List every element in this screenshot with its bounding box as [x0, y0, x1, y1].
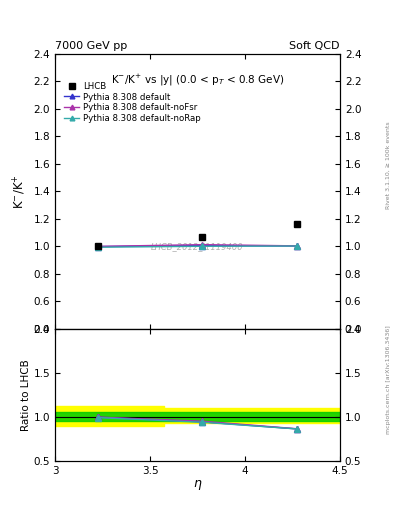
Bar: [55, 412, 340, 421]
LHCB: [200, 233, 205, 240]
LHCB: [95, 243, 100, 249]
Pythia 8.308 default-noRap: [295, 243, 299, 249]
Line: Pythia 8.308 default-noFsr: Pythia 8.308 default-noFsr: [95, 242, 300, 249]
X-axis label: $\eta$: $\eta$: [193, 478, 202, 493]
Pythia 8.308 default-noRap: [200, 243, 205, 249]
Pythia 8.308 default-noFsr: [200, 242, 205, 248]
Line: Pythia 8.308 default: Pythia 8.308 default: [95, 243, 300, 249]
Pythia 8.308 default: [200, 243, 205, 249]
Line: LHCB: LHCB: [94, 220, 301, 249]
Text: 7000 GeV pp: 7000 GeV pp: [55, 41, 127, 51]
Pythia 8.308 default-noFsr: [295, 243, 299, 249]
LHCB: [295, 221, 299, 227]
Text: LHCB_2012_I1119400: LHCB_2012_I1119400: [151, 242, 244, 251]
Pythia 8.308 default: [95, 244, 100, 250]
Text: K$^{-}$/K$^{+}$ vs |y| (0.0 < p$_{T}$ < 0.8 GeV): K$^{-}$/K$^{+}$ vs |y| (0.0 < p$_{T}$ < …: [111, 73, 284, 88]
Legend: LHCB, Pythia 8.308 default, Pythia 8.308 default-noFsr, Pythia 8.308 default-noR: LHCB, Pythia 8.308 default, Pythia 8.308…: [62, 80, 202, 125]
Y-axis label: Ratio to LHCB: Ratio to LHCB: [21, 359, 31, 431]
Text: Soft QCD: Soft QCD: [290, 41, 340, 51]
Line: Pythia 8.308 default-noRap: Pythia 8.308 default-noRap: [95, 243, 300, 250]
Pythia 8.308 default-noRap: [95, 244, 100, 250]
Pythia 8.308 default: [295, 243, 299, 249]
Text: mcplots.cern.ch [arXiv:1306.3436]: mcplots.cern.ch [arXiv:1306.3436]: [386, 325, 391, 434]
Text: Rivet 3.1.10, ≥ 100k events: Rivet 3.1.10, ≥ 100k events: [386, 122, 391, 209]
Y-axis label: K$^{-}$/K$^{+}$: K$^{-}$/K$^{+}$: [12, 174, 28, 209]
Pythia 8.308 default-noFsr: [95, 243, 100, 249]
